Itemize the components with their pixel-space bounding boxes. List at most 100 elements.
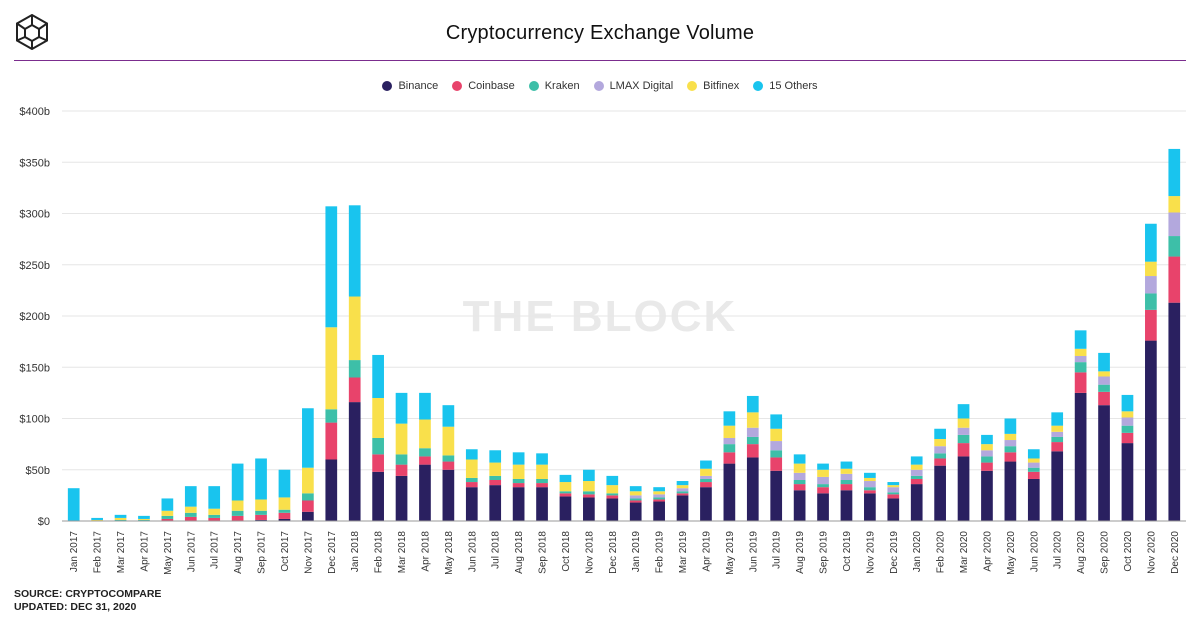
bar-segment-coinbase — [489, 480, 502, 486]
legend-item: Binance — [382, 80, 438, 92]
x-tick-label: Aug 2019 — [795, 531, 806, 574]
bar-segment-lmax-digital — [1051, 431, 1064, 437]
bar-segment-binance — [255, 519, 267, 521]
x-tick-label: Nov 2020 — [1146, 531, 1157, 574]
bar-segment-bitfinex — [981, 444, 993, 451]
bar-segment-bitfinex — [1004, 433, 1017, 441]
bar-segment-kraken — [255, 510, 267, 515]
legend-label: LMAX Digital — [609, 80, 674, 92]
legend-swatch — [593, 81, 604, 91]
bar-segment-lmax-digital — [1027, 462, 1040, 468]
bar-segment-coinbase — [957, 443, 970, 457]
bar-segment-coinbase — [442, 461, 455, 470]
x-tick-label: Mar 2018 — [397, 531, 408, 574]
y-tick-label: $400b — [19, 106, 50, 118]
x-tick-label: Jan 2019 — [631, 531, 642, 573]
y-tick-label: $100b — [19, 414, 50, 426]
bar-segment-binance — [887, 498, 900, 521]
bar-segment-binance — [559, 496, 572, 521]
bar-segment-bitfinex — [302, 467, 314, 494]
bar-segment-15-others — [910, 456, 923, 465]
x-tick-label: Dec 2019 — [889, 531, 900, 574]
x-tick-label: Aug 2017 — [233, 531, 244, 574]
bar-segment-binance — [1027, 478, 1040, 521]
bar-segment-15-others — [325, 206, 338, 328]
bar-segment-bitfinex — [629, 491, 642, 496]
bar-segment-kraken — [302, 493, 314, 501]
x-tick-label: May 2019 — [725, 531, 736, 575]
bar-segment-lmax-digital — [981, 450, 993, 457]
bar-segment-15-others — [793, 454, 806, 464]
bar-segment-lmax-digital — [1168, 212, 1181, 237]
bar-segment-kraken — [1051, 436, 1064, 443]
x-tick-label: Mar 2017 — [116, 531, 127, 574]
bar-segment-binance — [348, 402, 361, 521]
bar-segment-15-others — [957, 404, 970, 419]
bar-segment-15-others — [1121, 394, 1134, 412]
x-tick-label: May 2017 — [163, 531, 174, 575]
bar-segment-lmax-digital — [653, 494, 665, 498]
bar-segment-bitfinex — [231, 500, 244, 511]
chart-title: Cryptocurrency Exchange Volume — [445, 22, 755, 44]
bar-segment-bitfinex — [1168, 196, 1181, 213]
legend-swatch — [687, 81, 698, 91]
bar-segment-kraken — [840, 480, 853, 485]
bar-segment-binance — [934, 465, 946, 521]
bar-segment-bitfinex — [348, 296, 361, 361]
bar-segment-15-others — [161, 498, 174, 511]
bar-segment-15-others — [1027, 449, 1040, 459]
bar-segment-bitfinex — [372, 398, 384, 438]
x-tick-label: Jun 2020 — [1029, 531, 1040, 573]
bar-segment-coinbase — [559, 493, 572, 497]
bar-segment-coinbase — [255, 514, 267, 520]
bar-segment-coinbase — [1168, 256, 1181, 303]
bar-segment-lmax-digital — [840, 473, 853, 480]
legend-label: Kraken — [544, 80, 580, 92]
x-tick-label: Dec 2018 — [608, 531, 619, 574]
bar-segment-15-others — [278, 469, 291, 498]
bar-segment-kraken — [653, 497, 665, 500]
bar-segment-bitfinex — [536, 464, 548, 479]
bar-segment-bitfinex — [1098, 371, 1110, 377]
bar-segment-kraken — [583, 491, 595, 495]
bar-segment-kraken — [793, 480, 806, 485]
bar-segment-binance — [489, 485, 502, 521]
bar-segment-lmax-digital — [1145, 276, 1157, 294]
bar-segment-kraken — [348, 360, 361, 378]
bar-segment-bitfinex — [208, 508, 221, 515]
bar-segment-binance — [536, 487, 548, 521]
bar-segment-lmax-digital — [723, 437, 736, 445]
bar-segment-bitfinex — [910, 464, 923, 470]
bar-segment-15-others — [676, 481, 689, 486]
bar-segment-15-others — [981, 434, 993, 445]
bar-segment-binance — [372, 471, 384, 521]
bar-segment-kraken — [981, 456, 993, 463]
bar-segment-15-others — [629, 486, 642, 492]
x-tick-label: Apr 2020 — [982, 531, 993, 572]
legend-label: 15 Others — [769, 80, 818, 92]
bar-segment-15-others — [1168, 148, 1181, 197]
bar-segment-bitfinex — [793, 463, 806, 473]
bar-segment-coinbase — [512, 483, 525, 488]
bar-segment-lmax-digital — [793, 472, 806, 480]
x-tick-label: Jul 2018 — [491, 531, 502, 569]
bar-segment-kraken — [1121, 425, 1134, 433]
bar-segment-coinbase — [231, 515, 244, 521]
x-tick-label: May 2018 — [444, 531, 455, 575]
y-tick-label: $150b — [19, 362, 50, 374]
bar-segment-kraken — [278, 509, 291, 513]
bar-segment-kraken — [817, 484, 829, 488]
bar-segment-bitfinex — [1051, 425, 1064, 432]
bar-segment-coinbase — [325, 422, 338, 460]
bar-segment-binance — [278, 518, 291, 521]
bar-segment-coinbase — [184, 516, 197, 521]
x-tick-label: Feb 2017 — [93, 531, 104, 574]
x-tick-label: Sep 2018 — [538, 531, 549, 574]
bar-segment-coinbase — [887, 494, 900, 499]
bar-segment-binance — [512, 487, 525, 521]
x-tick-label: Jun 2019 — [748, 531, 759, 573]
bar-segment-bitfinex — [864, 477, 876, 482]
bar-segment-coinbase — [1004, 452, 1017, 462]
the-block-logo-icon — [16, 14, 48, 50]
bar-segment-coinbase — [770, 457, 783, 471]
